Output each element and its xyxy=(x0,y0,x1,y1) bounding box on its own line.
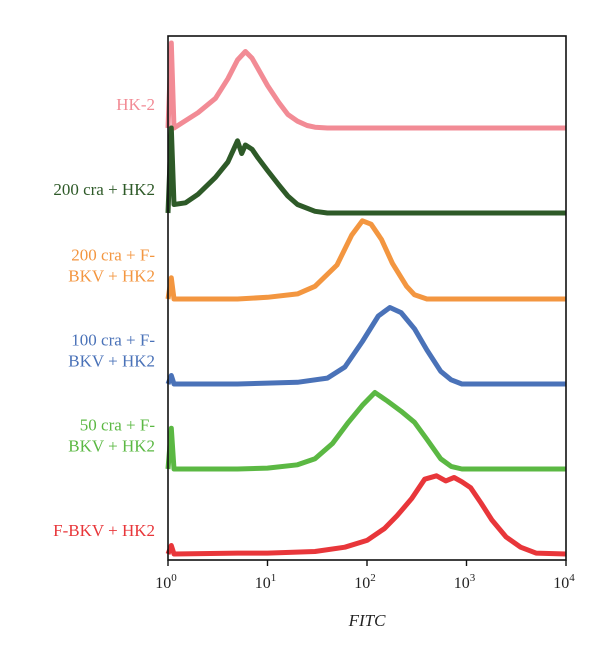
x-axis-title: FITC xyxy=(348,611,387,630)
series-trace-6 xyxy=(165,473,567,557)
series-trace-5 xyxy=(165,390,566,472)
series-label-4-line-2: BKV + HK2 xyxy=(68,352,155,371)
series-label-6: F-BKV + HK2 xyxy=(53,521,155,540)
series-trace-3 xyxy=(165,218,566,302)
series-label-2: 200 cra + HK2 xyxy=(53,180,155,199)
x-axis: 100 101 102 103 104 xyxy=(155,560,575,592)
x-tick-label-1: 100 xyxy=(155,572,177,592)
series-label-3-line-1: 200 cra + F- xyxy=(71,246,155,265)
series-trace-4 xyxy=(165,305,566,387)
series-label-5-line-1: 50 cra + F- xyxy=(80,416,156,435)
x-tick-label-2: 101 xyxy=(255,572,277,592)
series-layer xyxy=(165,40,567,557)
series-labels: HK-2 200 cra + HK2 200 cra + F- BKV + HK2 10… xyxy=(53,95,155,540)
x-tick-label-5: 104 xyxy=(553,572,575,592)
series-trace-2 xyxy=(165,125,566,216)
series-label-5-line-2: BKV + HK2 xyxy=(68,437,155,456)
x-tick-label-3: 102 xyxy=(354,572,376,592)
series-label-1: HK-2 xyxy=(116,95,155,114)
series-trace-1 xyxy=(165,40,566,131)
x-tick-label-4: 103 xyxy=(454,572,476,592)
series-label-3-line-2: BKV + HK2 xyxy=(68,267,155,286)
series-label-4-line-1: 100 cra + F- xyxy=(71,331,155,350)
